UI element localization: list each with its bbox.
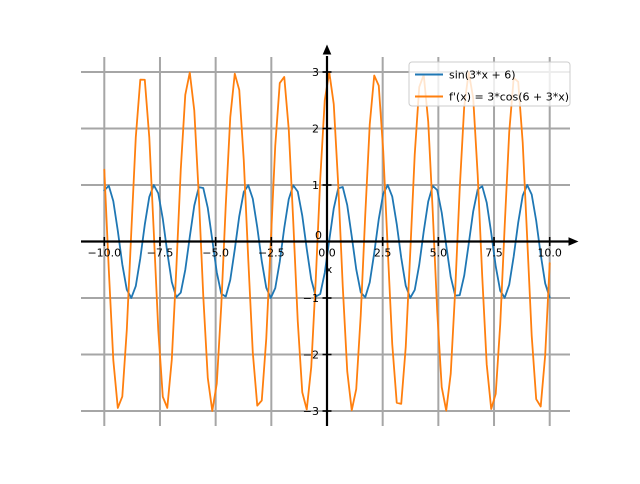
x-tick-label: 0.0 <box>318 247 336 260</box>
x-tick-label: −10.0 <box>87 247 121 260</box>
legend-entry-sin: sin(3*x + 6) <box>449 69 516 82</box>
x-axis-label: x <box>326 263 333 276</box>
legend-frame <box>408 61 571 107</box>
legend-entry-derivative: f'(x) = 3*cos(6 + 3*x) <box>449 91 569 104</box>
y-tick-label: −3 <box>303 405 319 418</box>
x-tick-label: −5.0 <box>202 247 229 260</box>
axes: −10.0 −7.5 −5.0 −2.5 0.0 2.5 5.0 7.5 10.0 3 2 1 0 −1 −… <box>81 44 579 426</box>
y-tick-label: 3 <box>312 66 319 79</box>
x-tick-label: 7.5 <box>485 247 503 260</box>
y-tick-label: 0 <box>315 229 322 242</box>
x-tick-label: 2.5 <box>374 247 392 260</box>
tick-labels: −10.0 −7.5 −5.0 −2.5 0.0 2.5 5.0 7.5 10.0 3 2 1 0 −1 −… <box>87 66 562 418</box>
x-tick-label: 10.0 <box>537 247 562 260</box>
y-tick-label: 2 <box>312 123 319 136</box>
x-tick-label: −7.5 <box>147 247 174 260</box>
y-tick-label: −2 <box>303 349 319 362</box>
x-tick-label: 5.0 <box>430 247 448 260</box>
y-axis-arrow-icon <box>322 44 332 55</box>
legend: sin(3*x + 6) f'(x) = 3*cos(6 + 3*x) <box>408 61 571 107</box>
y-tick-label: −1 <box>303 292 319 305</box>
y-tick-label: 1 <box>312 179 319 192</box>
axis-ticks <box>103 71 551 412</box>
x-axis-arrow-icon <box>568 237 579 246</box>
x-tick-label: −2.5 <box>258 247 285 260</box>
